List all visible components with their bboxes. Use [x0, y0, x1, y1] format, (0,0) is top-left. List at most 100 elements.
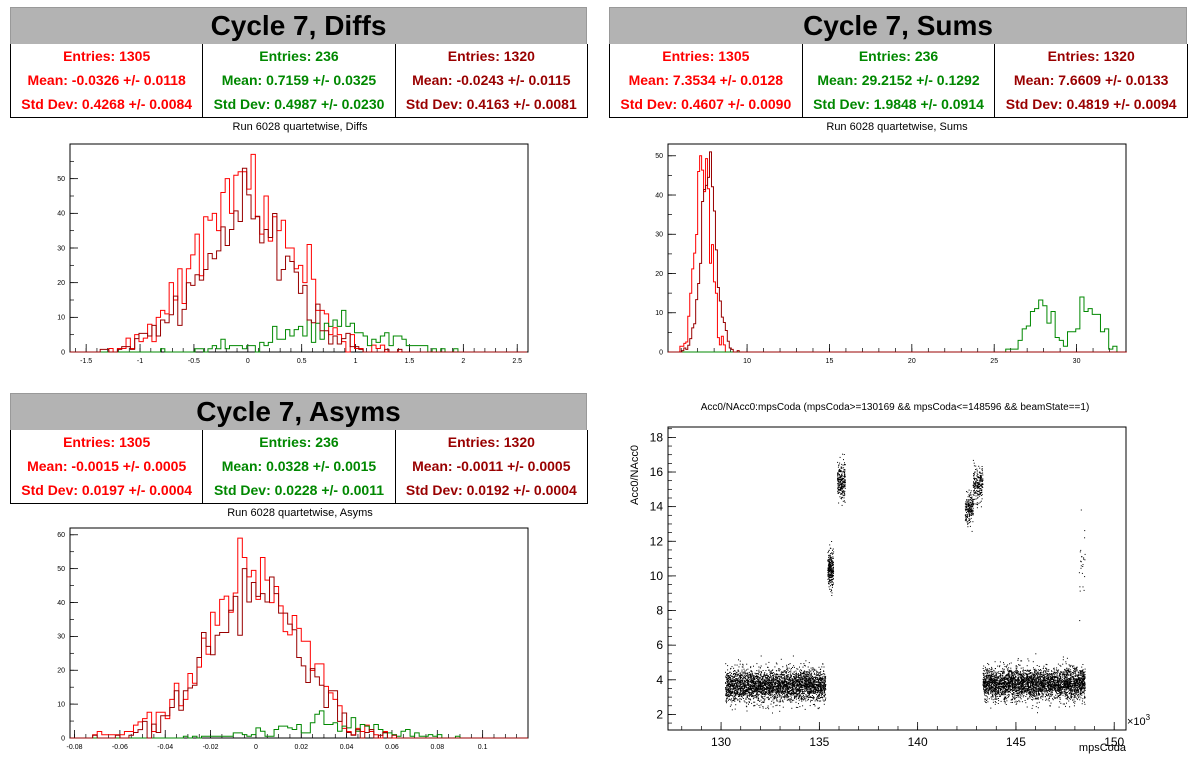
scatter-point: [807, 678, 809, 680]
scatter-point: [979, 501, 981, 503]
scatter-point: [800, 683, 802, 685]
scatter-point: [729, 684, 731, 685]
scatter-point: [737, 681, 739, 683]
scatter-point: [740, 675, 742, 677]
scatter-point: [784, 689, 786, 691]
scatter-point: [761, 671, 763, 673]
scatter-point: [766, 690, 768, 692]
scatter-point: [797, 668, 799, 670]
scatter-point: [810, 681, 812, 683]
scatter-point: [1055, 669, 1057, 671]
scatter-point: [726, 678, 728, 680]
scatter-point: [796, 691, 798, 692]
scatter-point: [792, 694, 794, 696]
scatter-point: [966, 508, 968, 510]
scatter-point: [740, 692, 742, 694]
scatter-point: [823, 689, 825, 691]
scatter-point: [799, 666, 800, 668]
x-tick-label: 0.08: [430, 744, 444, 751]
scatter-point: [968, 510, 970, 511]
scatter-point: [809, 675, 811, 677]
scatter-point: [750, 673, 752, 675]
scatter-point: [756, 703, 758, 705]
scatter-point: [764, 688, 766, 690]
y-tick-label: 60: [57, 532, 65, 539]
scatter-point: [972, 499, 974, 501]
scatter-point: [725, 671, 726, 673]
scatter-point: [734, 679, 736, 681]
scatter-point: [815, 693, 817, 695]
scatter-point: [803, 664, 805, 666]
scatter-point: [746, 689, 748, 691]
scatter-point: [753, 665, 754, 667]
scatter-point: [1021, 674, 1023, 675]
scatter-point: [789, 690, 791, 692]
scatter-point: [762, 706, 764, 707]
scatter-point: [816, 684, 818, 685]
scatter-point: [785, 686, 787, 688]
scatter-point: [737, 682, 739, 684]
scatter-point: [817, 674, 819, 676]
scatter-point: [741, 687, 743, 689]
sums-stats-red: Entries: 1305 Mean: 7.3534 +/- 0.0128 St…: [610, 44, 803, 117]
scatter-point: [763, 687, 765, 689]
scatter-point: [732, 678, 734, 680]
scatter-point: [754, 705, 756, 707]
scatter-point: [819, 689, 821, 691]
scatter-point: [842, 478, 844, 480]
scatter-point: [788, 687, 790, 688]
scatter-point: [969, 508, 971, 510]
scatter-point: [806, 690, 808, 692]
scatter-point: [741, 679, 743, 681]
scatter-point: [795, 701, 797, 703]
scatter-xlabel: mpsCoda: [1079, 742, 1127, 754]
scatter-point: [804, 698, 806, 700]
scatter-point: [820, 671, 822, 673]
scatter-point: [822, 678, 824, 680]
scatter-point: [772, 695, 774, 697]
scatter-point: [843, 470, 844, 472]
scatter-point: [727, 675, 728, 677]
scatter-point: [770, 681, 772, 683]
scatter-point: [736, 683, 738, 685]
scatter-point: [745, 673, 747, 675]
scatter-point: [750, 667, 752, 669]
scatter-point: [801, 678, 803, 680]
scatter-point: [763, 681, 765, 683]
scatter-point: [970, 494, 972, 496]
scatter-point: [805, 684, 807, 686]
scatter-point: [973, 483, 975, 485]
scatter-point: [741, 694, 743, 696]
scatter-point: [751, 676, 753, 678]
scatter-point: [758, 685, 760, 686]
scatter-point: [792, 682, 794, 684]
scatter-point: [792, 684, 793, 686]
scatter-point: [737, 683, 739, 685]
scatter-point: [793, 676, 794, 677]
scatter-point: [841, 492, 843, 494]
scatter-point: [1003, 662, 1004, 664]
scatter-point: [981, 498, 983, 500]
scatter-point: [729, 671, 731, 673]
scatter-point: [804, 685, 806, 687]
scatter-point: [761, 690, 763, 692]
scatter-point: [822, 691, 824, 693]
scatter-point: [811, 676, 813, 678]
scatter-point: [833, 567, 834, 569]
scatter-point: [819, 684, 821, 686]
scatter-point: [805, 689, 807, 691]
scatter-point: [981, 490, 983, 492]
scatter-point: [725, 682, 727, 683]
scatter-point: [792, 672, 794, 674]
scatter-point: [969, 495, 970, 497]
scatter-point: [824, 696, 825, 698]
scatter-point: [734, 670, 736, 672]
scatter-point: [780, 690, 782, 692]
scatter-point: [738, 670, 740, 672]
scatter-point: [746, 679, 748, 681]
scatter-point: [803, 691, 805, 693]
scatter-point: [764, 677, 766, 679]
scatter-point: [823, 687, 825, 689]
scatter-point: [783, 674, 785, 676]
scatter-point: [801, 690, 803, 692]
